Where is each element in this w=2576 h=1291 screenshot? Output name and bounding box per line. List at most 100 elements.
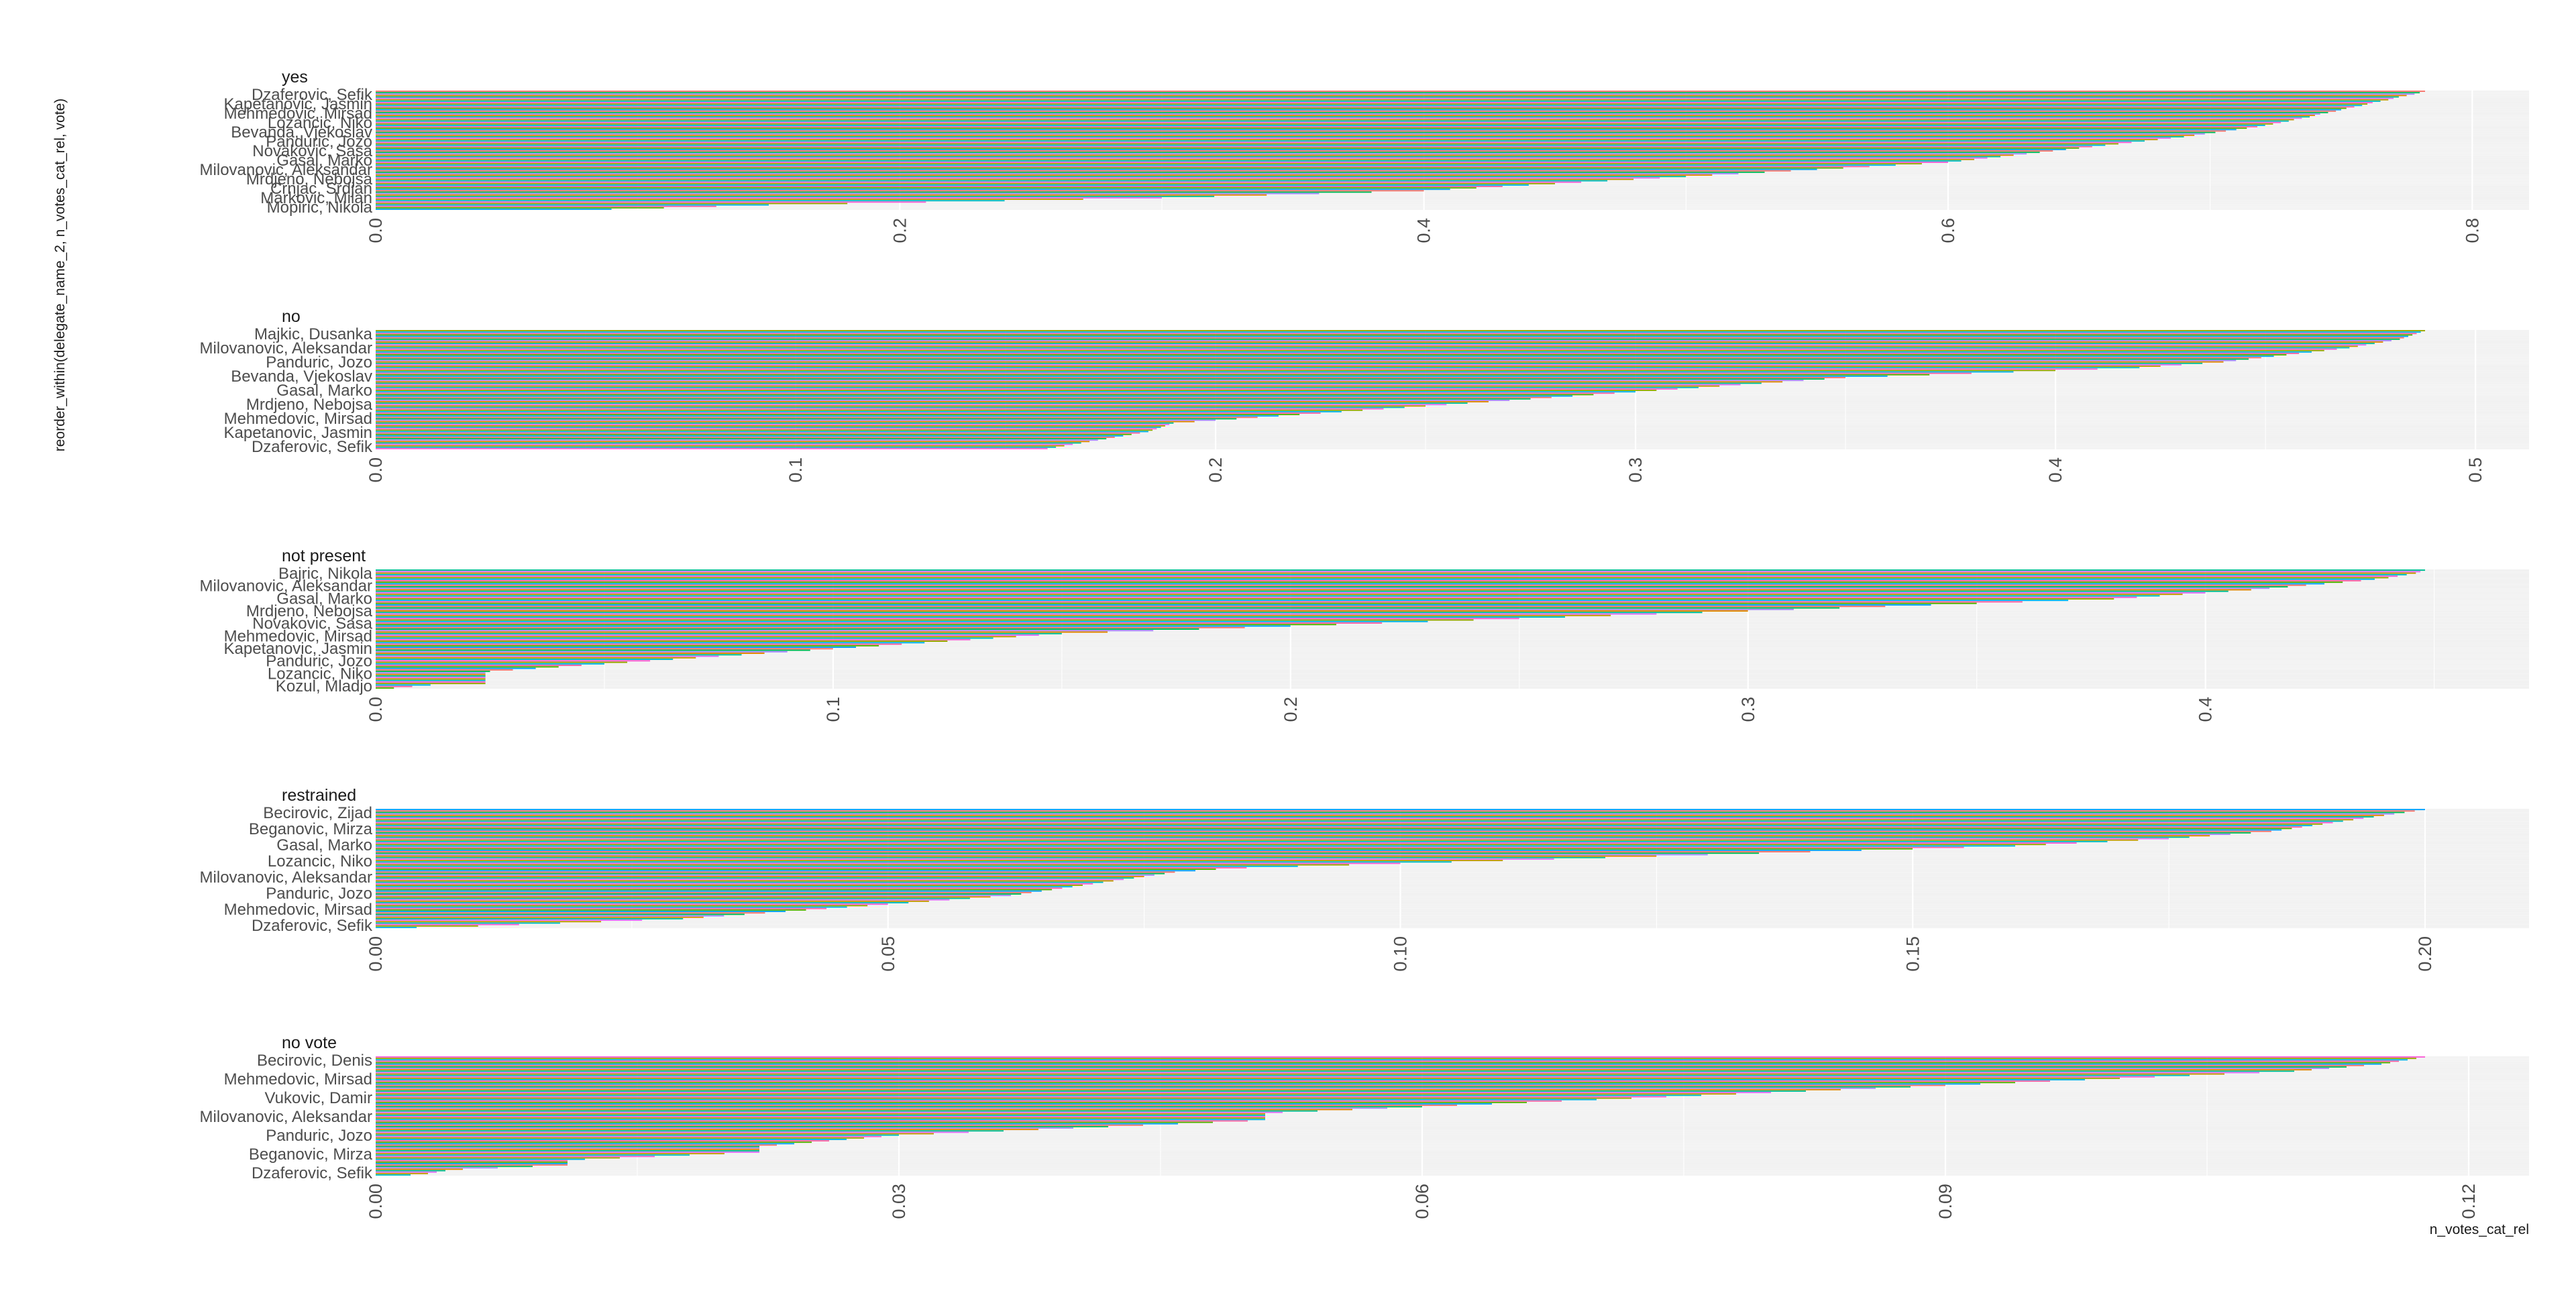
- bar: [376, 1152, 759, 1153]
- bar: [376, 1064, 2364, 1066]
- bar: [376, 1066, 2347, 1068]
- bar: [376, 201, 926, 203]
- y-tick-label: Panduric, Jozo: [266, 353, 372, 372]
- bar: [376, 923, 519, 925]
- bar: [376, 644, 879, 647]
- bar: [376, 333, 2417, 335]
- y-tick-label: Bajric, Nikola: [278, 565, 373, 583]
- facet-title: not present: [282, 547, 366, 565]
- bar: [376, 395, 1573, 397]
- bar: [376, 840, 2108, 842]
- bar: [376, 181, 1582, 183]
- bar: [376, 864, 1350, 866]
- bar: [376, 168, 1817, 170]
- bar: [376, 345, 2358, 347]
- bar: [376, 370, 2056, 372]
- bar: [376, 422, 1174, 424]
- bar: [376, 415, 1279, 417]
- bar: [376, 109, 2341, 111]
- bar: [376, 675, 486, 677]
- bar: [376, 1157, 620, 1159]
- bar: [376, 173, 1739, 174]
- bar: [376, 877, 1134, 879]
- bar: [376, 1168, 463, 1170]
- bar: [376, 382, 1762, 384]
- bar: [376, 862, 1401, 864]
- y-axis-title: reorder_within(delegate_name_2, n_votes_…: [52, 99, 68, 452]
- y-tick-label: Dzaferovic, Sefik: [252, 438, 373, 456]
- bar: [376, 913, 745, 915]
- bar: [376, 170, 1791, 172]
- bar: [376, 856, 1605, 858]
- bar: [376, 606, 1886, 608]
- bar: [376, 585, 2288, 587]
- y-tick-label: Bevanda, Vjekoslav: [231, 368, 372, 386]
- bar: [376, 203, 848, 205]
- bar: [376, 573, 2407, 575]
- bar: [376, 917, 684, 919]
- bar: [376, 361, 2224, 363]
- bar: [376, 385, 1720, 387]
- bar: [376, 442, 1081, 444]
- bar: [376, 893, 1022, 895]
- bar: [376, 814, 2384, 816]
- bar: [376, 205, 716, 207]
- bar: [376, 655, 719, 657]
- bar: [376, 1086, 1911, 1088]
- bar: [376, 130, 2226, 132]
- bar: [376, 420, 1195, 423]
- bar: [376, 669, 513, 671]
- bar: [376, 100, 2381, 102]
- bar: [376, 137, 2171, 139]
- bar: [376, 625, 1291, 627]
- bar: [376, 1139, 847, 1140]
- bar: [376, 614, 1611, 616]
- bar: [376, 579, 2361, 581]
- bar: [376, 182, 1555, 184]
- bar: [376, 412, 1321, 414]
- x-tick-label: 0.0: [366, 697, 386, 722]
- bar: [376, 429, 1153, 431]
- bar: [376, 1083, 1980, 1085]
- bar: [376, 135, 2184, 137]
- bar: [376, 844, 2046, 846]
- bar: [376, 180, 1608, 182]
- bar: [376, 195, 1215, 197]
- bar: [376, 349, 2324, 351]
- bar: [376, 607, 1840, 609]
- bar: [376, 866, 1247, 868]
- bar: [376, 875, 1144, 877]
- bar: [376, 616, 1565, 618]
- bar: [376, 343, 2375, 345]
- bar: [376, 124, 2265, 126]
- bar: [376, 1056, 2425, 1058]
- bar: [376, 437, 1115, 438]
- bar: [376, 891, 1032, 893]
- bar: [376, 367, 2140, 369]
- bar: [376, 1124, 1143, 1126]
- bar: [376, 410, 1342, 412]
- y-tick-label: Panduric, Jozo: [266, 885, 372, 903]
- bar: [376, 157, 1988, 159]
- bar: [376, 428, 1157, 430]
- bar: [376, 819, 2354, 821]
- bar: [376, 1070, 2294, 1072]
- y-tick-label: Crnjac, Srdjan: [270, 180, 372, 198]
- bar: [376, 592, 2206, 594]
- bar: [376, 1074, 2190, 1076]
- bar: [376, 640, 948, 642]
- y-tick-label: Mrdjeno, Nebojsa: [246, 396, 373, 414]
- x-tick-label: 0.12: [2459, 1184, 2479, 1219]
- bar: [376, 1130, 1004, 1132]
- y-tick-label: Mrdjeno, Nebojsa: [246, 602, 373, 620]
- x-tick-label: 0.8: [2462, 218, 2482, 243]
- bar: [376, 1127, 1073, 1129]
- bar: [376, 575, 2398, 577]
- bar: [376, 1164, 568, 1166]
- bar: [376, 610, 1748, 612]
- bar: [376, 106, 2355, 108]
- bar: [376, 855, 1657, 857]
- bar: [376, 208, 612, 210]
- y-tick-label: Mopiric, Nikola: [267, 199, 373, 217]
- x-tick-label: 0.00: [366, 1184, 386, 1219]
